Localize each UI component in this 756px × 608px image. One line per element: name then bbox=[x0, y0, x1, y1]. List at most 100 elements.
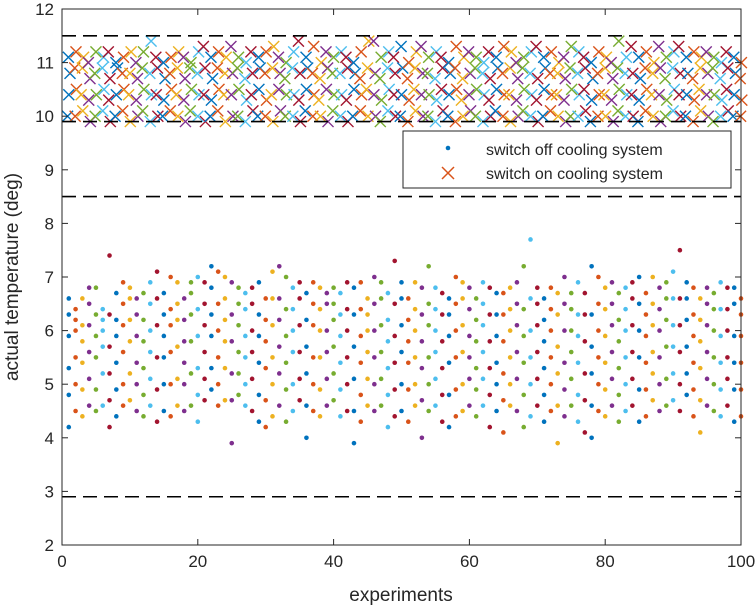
x-marker bbox=[240, 56, 253, 69]
dot-marker bbox=[521, 263, 527, 269]
x-marker bbox=[346, 110, 359, 123]
dot-marker bbox=[555, 371, 560, 376]
dot-marker bbox=[73, 306, 78, 312]
dot-marker bbox=[202, 322, 207, 328]
x-marker bbox=[103, 72, 116, 85]
dot-marker bbox=[650, 301, 656, 307]
dot-marker bbox=[582, 371, 588, 376]
dot-marker bbox=[317, 306, 323, 312]
dot-marker bbox=[636, 328, 642, 333]
dot-marker bbox=[202, 397, 207, 403]
dot-marker bbox=[697, 365, 703, 371]
x-marker bbox=[633, 94, 646, 107]
dot-marker bbox=[650, 322, 656, 328]
dot-marker bbox=[636, 355, 642, 360]
dot-marker bbox=[127, 371, 133, 376]
x-marker bbox=[552, 110, 565, 123]
dot-marker bbox=[494, 333, 499, 339]
dot-marker bbox=[181, 381, 187, 387]
x-marker bbox=[565, 83, 578, 96]
dot-marker bbox=[439, 339, 445, 344]
dot-marker bbox=[107, 371, 112, 376]
dot-marker bbox=[107, 397, 112, 403]
dot-marker bbox=[521, 306, 527, 312]
dot-marker bbox=[114, 360, 119, 366]
dot-marker bbox=[324, 376, 330, 382]
dot-marker bbox=[154, 387, 160, 392]
x-marker bbox=[69, 45, 82, 58]
dot-marker bbox=[616, 317, 622, 323]
x-marker bbox=[280, 56, 293, 69]
x-marker bbox=[76, 104, 89, 117]
dot-marker bbox=[372, 328, 377, 333]
x-marker bbox=[639, 104, 652, 117]
dot-marker bbox=[168, 322, 173, 328]
dot-marker bbox=[100, 328, 106, 333]
x-marker bbox=[530, 40, 543, 53]
dot-marker bbox=[399, 296, 404, 301]
x-marker bbox=[686, 72, 699, 85]
y-tick-label: 11 bbox=[36, 54, 54, 73]
x-marker bbox=[660, 94, 673, 107]
dot-marker bbox=[304, 435, 309, 441]
dot-marker bbox=[127, 285, 133, 291]
dot-marker bbox=[80, 339, 85, 344]
dot-marker bbox=[412, 403, 418, 408]
x-marker bbox=[456, 72, 469, 85]
dot-marker bbox=[276, 263, 282, 269]
dot-marker bbox=[419, 285, 425, 291]
x-marker bbox=[312, 94, 325, 107]
dot-marker bbox=[365, 328, 370, 333]
dot-marker bbox=[154, 296, 160, 301]
x-marker bbox=[687, 45, 700, 58]
x-marker bbox=[577, 51, 590, 64]
dot-marker bbox=[609, 322, 615, 328]
dot-marker bbox=[154, 269, 160, 274]
dot-marker bbox=[630, 280, 635, 285]
dot-marker bbox=[691, 387, 696, 392]
dot-marker bbox=[154, 419, 160, 425]
x-marker bbox=[490, 83, 503, 96]
dot-marker bbox=[181, 408, 187, 414]
x-tick-label: 60 bbox=[460, 552, 479, 571]
dot-marker bbox=[378, 403, 384, 408]
x-marker bbox=[476, 67, 489, 80]
dot-marker bbox=[195, 306, 201, 312]
y-tick-label: 4 bbox=[45, 429, 54, 448]
dot-marker bbox=[670, 269, 676, 274]
dot-marker bbox=[419, 365, 425, 371]
dot-marker bbox=[344, 381, 350, 387]
dot-marker bbox=[630, 296, 635, 301]
dot-marker bbox=[297, 376, 302, 382]
dot-marker bbox=[392, 360, 398, 366]
axes bbox=[61, 8, 742, 546]
x-marker bbox=[511, 72, 524, 85]
dot-marker bbox=[535, 403, 540, 408]
dot-marker bbox=[677, 322, 683, 328]
x-marker bbox=[244, 45, 257, 58]
dot-marker bbox=[562, 360, 567, 366]
dot-marker bbox=[473, 317, 479, 323]
dot-marker bbox=[636, 419, 642, 425]
dot-marker bbox=[365, 296, 370, 301]
dot-marker bbox=[589, 403, 594, 408]
dot-marker bbox=[175, 317, 180, 323]
dot-marker bbox=[609, 301, 615, 307]
x-marker bbox=[260, 45, 273, 58]
dot-marker bbox=[684, 317, 689, 323]
dot-marker bbox=[338, 312, 343, 317]
dot-marker bbox=[399, 322, 404, 328]
dot-marker bbox=[304, 344, 309, 349]
dot-marker bbox=[372, 408, 377, 414]
dot-marker bbox=[467, 376, 472, 382]
dot-marker bbox=[439, 365, 445, 371]
dot-marker bbox=[161, 312, 167, 317]
x-marker bbox=[679, 110, 692, 123]
x-marker bbox=[597, 88, 610, 101]
x-marker bbox=[559, 72, 572, 85]
dot-marker bbox=[725, 376, 730, 382]
x-marker bbox=[333, 67, 346, 80]
dot-marker bbox=[86, 322, 92, 328]
dot-marker bbox=[433, 403, 438, 408]
dot-marker bbox=[677, 381, 683, 387]
